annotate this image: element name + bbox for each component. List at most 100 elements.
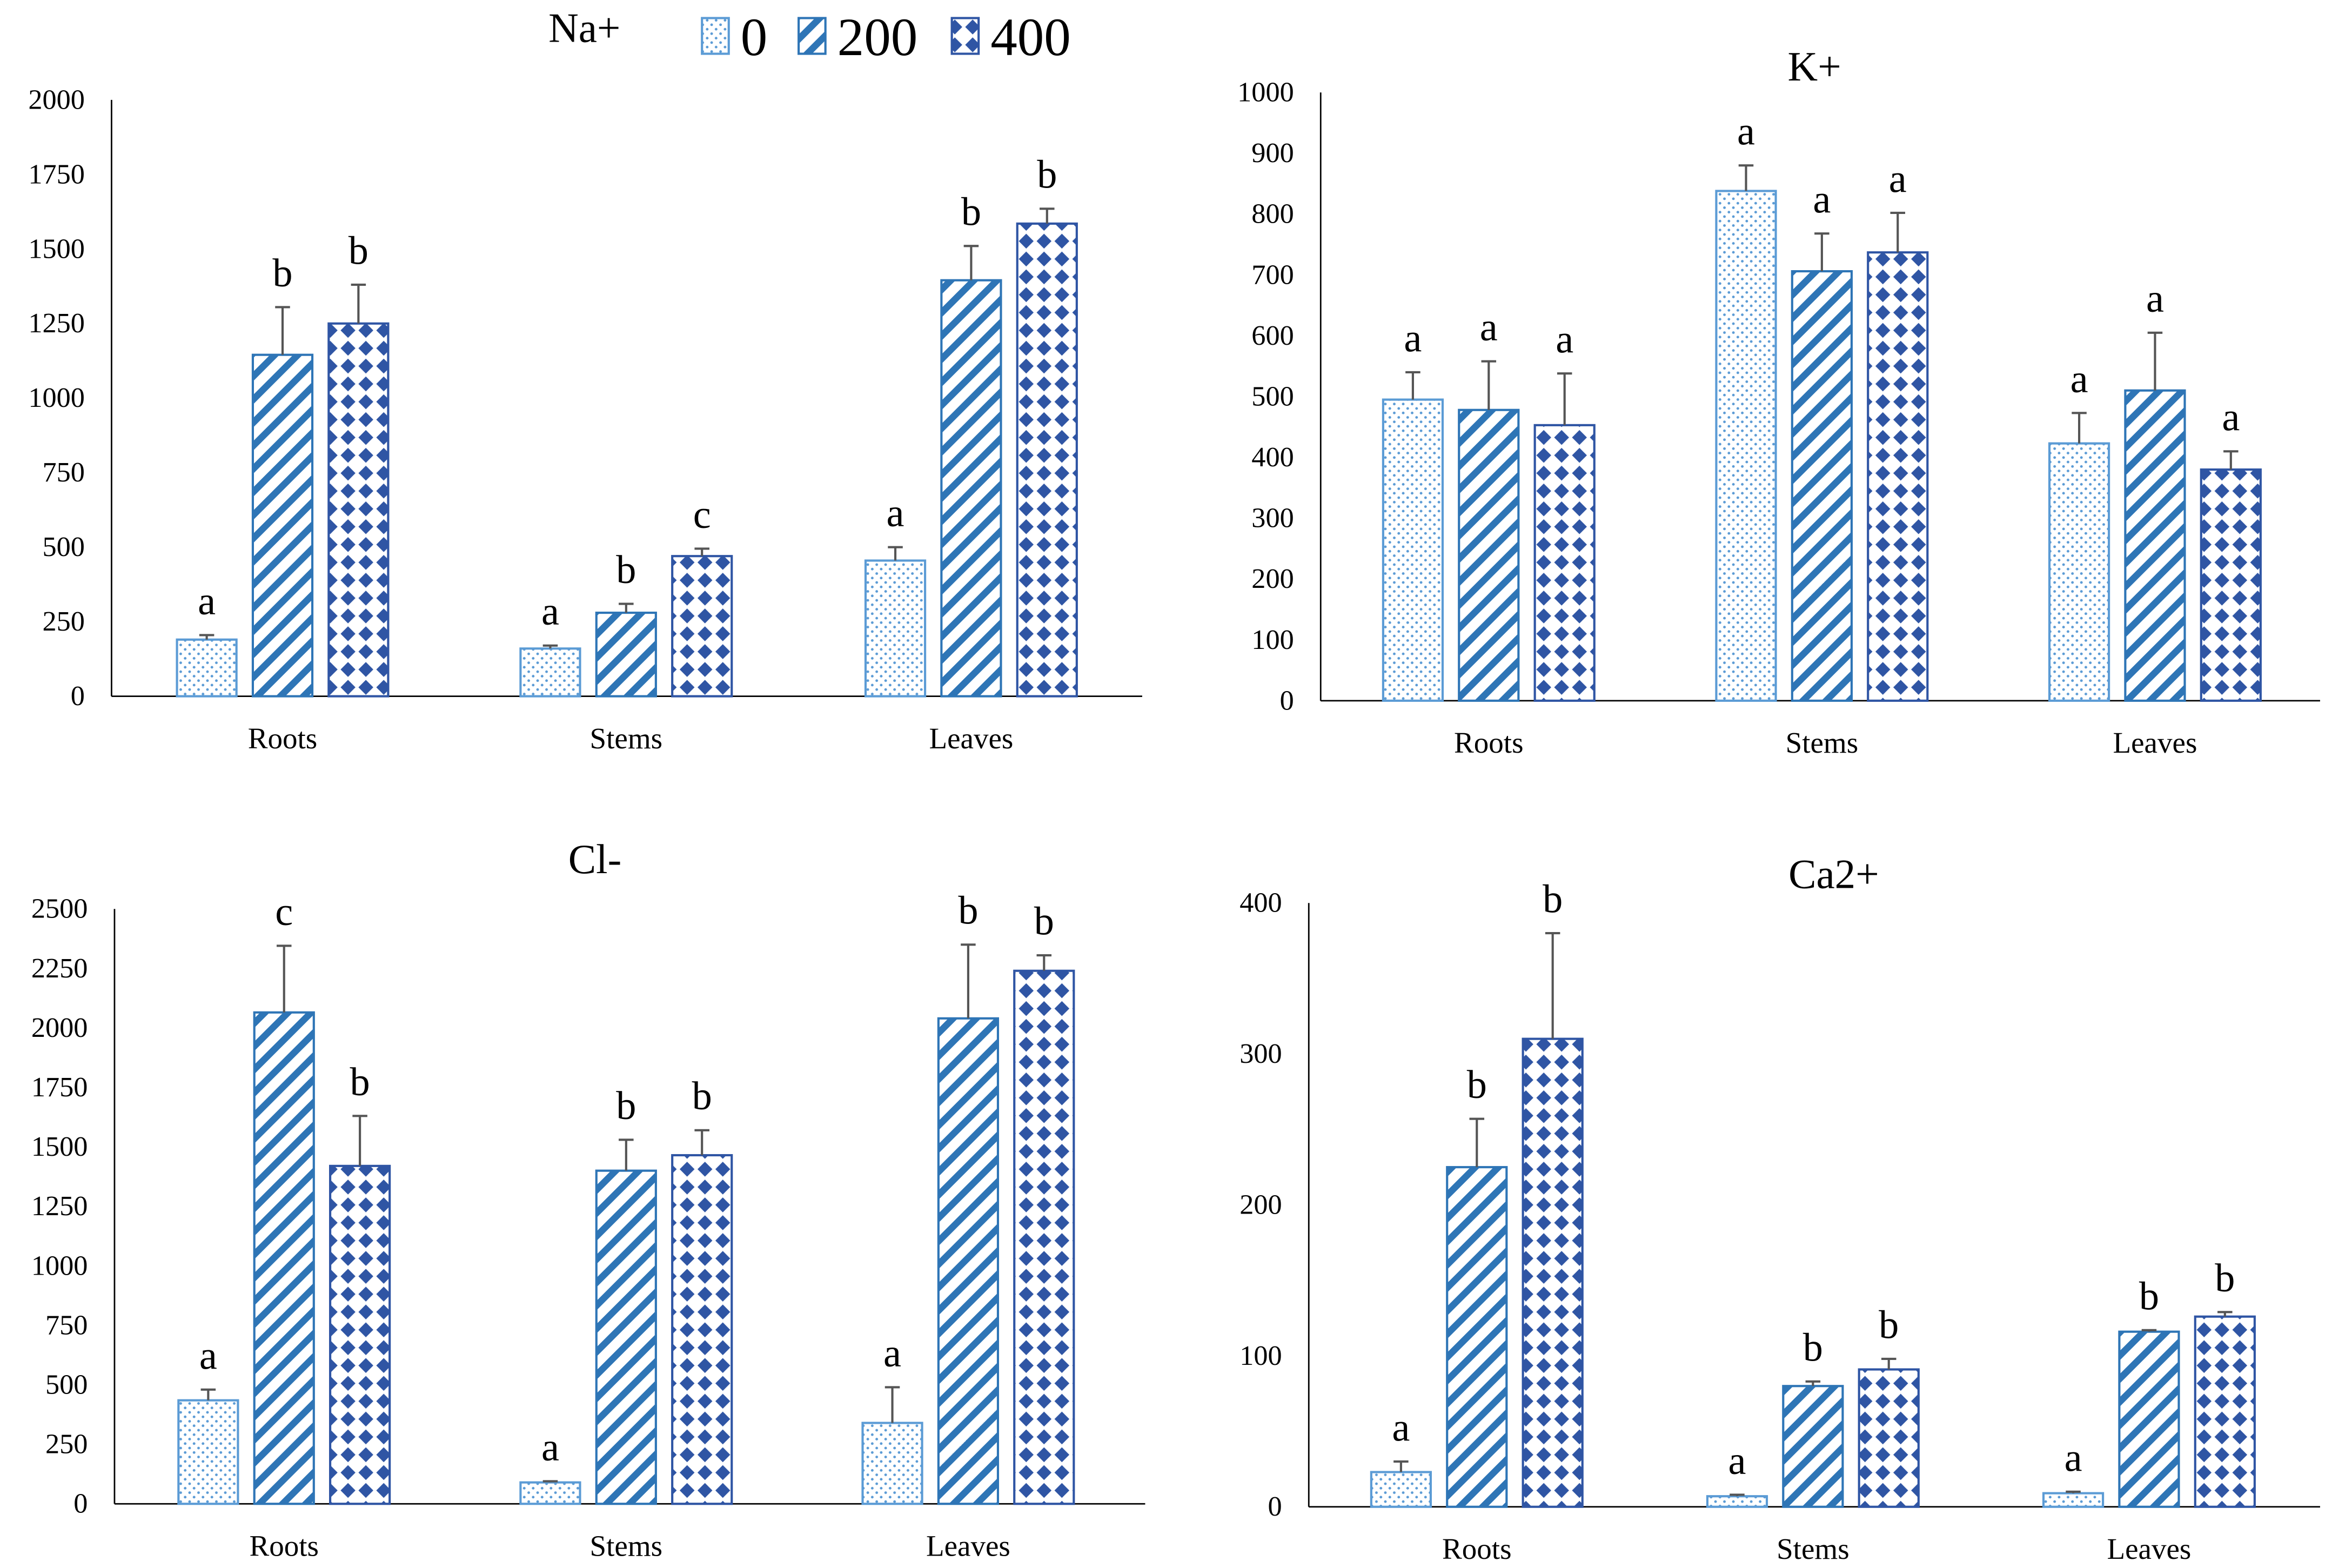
bar-200-stems xyxy=(595,1169,657,1505)
legend-label-0: 0 xyxy=(741,8,768,67)
bar-400-stems xyxy=(1858,1368,1920,1508)
y-tick-label: 500 xyxy=(45,1369,88,1401)
legend-swatch-200 xyxy=(798,17,827,55)
y-tick-label: 100 xyxy=(1239,1340,1282,1371)
significance-letter: b xyxy=(2139,1274,2159,1318)
x-tick-label: Leaves xyxy=(2113,726,2197,759)
y-tick-label: 1000 xyxy=(1237,77,1294,108)
y-tick-label: 700 xyxy=(1251,259,1294,290)
y-tick-label: 1250 xyxy=(31,1190,88,1222)
x-tick-label: Stems xyxy=(590,722,663,755)
x-tick-label: Roots xyxy=(1442,1532,1511,1565)
significance-letter: b xyxy=(1467,1063,1487,1107)
significance-letter: a xyxy=(1404,316,1422,360)
legend-swatch-0 xyxy=(701,17,730,55)
significance-letter: b xyxy=(1543,877,1563,922)
significance-letter: b xyxy=(616,548,636,592)
bar-200-roots xyxy=(253,1011,315,1505)
bar-200-stems xyxy=(595,612,657,698)
y-tick-label: 0 xyxy=(73,1488,88,1519)
y-tick-label: 0 xyxy=(1280,685,1294,716)
y-tick-label: 400 xyxy=(1239,887,1282,919)
significance-letter: a xyxy=(1889,157,1907,201)
significance-letter: b xyxy=(1803,1325,1823,1370)
bar-400-roots xyxy=(327,322,390,698)
significance-letter: b xyxy=(272,251,292,296)
bar-0-stems xyxy=(519,647,581,698)
bar-200-leaves xyxy=(937,1017,1000,1505)
y-tick-label: 800 xyxy=(1251,198,1294,230)
y-tick-label: 1750 xyxy=(28,158,85,190)
bar-200-stems xyxy=(1782,1385,1844,1508)
significance-letter: a xyxy=(1813,178,1831,222)
chart-cl: Cl- 0 250 500 750 1000 1250 1500 1750 2000 2250 250… xyxy=(31,836,1145,1563)
y-tick-label: 200 xyxy=(1239,1189,1282,1220)
bar-200-leaves xyxy=(2124,389,2186,702)
y-tick-label: 1500 xyxy=(31,1131,88,1162)
bar-200-leaves xyxy=(940,279,1002,698)
x-tick-label: Leaves xyxy=(929,722,1013,755)
y-tick-label: 250 xyxy=(45,1429,88,1460)
x-tick-label: Roots xyxy=(249,1530,318,1563)
x-tick-label: Stems xyxy=(1777,1532,1849,1565)
legend-swatch-400 xyxy=(950,17,980,55)
significance-letter: a xyxy=(541,1425,559,1470)
bar-0-roots xyxy=(1382,398,1444,702)
y-tick-label: 1500 xyxy=(28,233,85,264)
y-tick-label: 100 xyxy=(1251,624,1294,655)
chart-k: K+ 0 100 200 300 400 500 600 700 800 900 1000 Roots S… xyxy=(1237,43,2320,759)
y-tick-label: 200 xyxy=(1251,563,1294,594)
significance-letter: b xyxy=(350,1060,370,1104)
bar-0-leaves xyxy=(2042,1492,2105,1508)
significance-letter: a xyxy=(2065,1436,2082,1480)
y-tick-label: 0 xyxy=(1268,1491,1282,1522)
bar-200-leaves xyxy=(2118,1330,2180,1508)
y-tick-label: 2000 xyxy=(31,1012,88,1043)
bar-400-roots xyxy=(1533,424,1596,702)
bar-400-leaves xyxy=(1016,222,1078,698)
significance-letter: b xyxy=(958,889,978,933)
significance-letter: b xyxy=(616,1084,636,1128)
significance-letter: b xyxy=(1879,1303,1899,1347)
legend-label-400: 400 xyxy=(990,8,1071,67)
significance-letter: c xyxy=(275,890,293,934)
bar-0-stems xyxy=(519,1481,581,1505)
significance-letter: a xyxy=(1556,318,1573,362)
significance-letter: c xyxy=(693,493,711,537)
bar-0-roots xyxy=(177,1399,239,1505)
x-tick-label: Leaves xyxy=(926,1530,1010,1563)
x-tick-label: Roots xyxy=(248,722,317,755)
y-tick-label: 750 xyxy=(45,1309,88,1341)
bar-200-stems xyxy=(1791,270,1853,702)
significance-letter: b xyxy=(349,229,368,273)
y-tick-label: 1000 xyxy=(28,382,85,413)
legend: 0 200 400 xyxy=(701,8,1071,67)
significance-letter: a xyxy=(198,579,216,624)
x-tick-label: Leaves xyxy=(2107,1532,2191,1565)
y-tick-label: 300 xyxy=(1251,502,1294,534)
bar-400-leaves xyxy=(2200,468,2262,702)
significance-letter: a xyxy=(1728,1439,1746,1483)
y-tick-label: 2500 xyxy=(31,893,88,924)
significance-letter: a xyxy=(2222,396,2240,440)
bar-0-stems xyxy=(1706,1495,1768,1508)
y-tick-label: 2250 xyxy=(31,953,88,984)
y-tick-label: 900 xyxy=(1251,137,1294,169)
chart-title: Na+ xyxy=(548,4,620,51)
bar-400-roots xyxy=(329,1164,391,1505)
significance-letter: b xyxy=(2215,1256,2235,1301)
bar-0-leaves xyxy=(2048,442,2110,702)
bar-0-roots xyxy=(1370,1471,1432,1508)
y-tick-label: 750 xyxy=(42,457,84,488)
bar-200-roots xyxy=(1446,1166,1508,1508)
chart-title: Ca2+ xyxy=(1788,851,1879,897)
y-tick-label: 500 xyxy=(42,531,84,562)
significance-letter: a xyxy=(199,1334,217,1378)
y-tick-label: 1250 xyxy=(28,307,85,339)
y-tick-label: 500 xyxy=(1251,380,1294,412)
y-tick-label: 2000 xyxy=(28,84,85,115)
y-tick-label: 300 xyxy=(1239,1038,1282,1069)
bar-0-leaves xyxy=(861,1422,923,1505)
